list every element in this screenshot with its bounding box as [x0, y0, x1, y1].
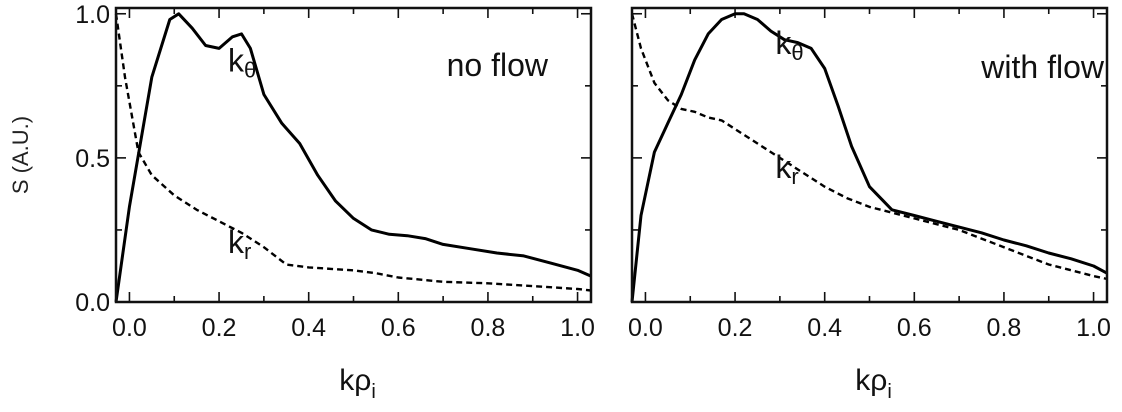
y-tick-label: 1.0	[75, 1, 110, 29]
y-tick-label: 0.0	[75, 289, 110, 317]
annotation-main: k	[228, 224, 245, 260]
plot-frame	[630, 6, 1109, 304]
chart-no-flow: S (A.U.) 0.0 0.2 0.4 0.6 0.8 1.0 0.0 0.5 1.0 no …	[8, 1, 595, 403]
series-lines	[630, 12, 1108, 303]
annotation-kr: kr	[775, 149, 798, 189]
x-axis-label: kρi	[339, 364, 376, 403]
annotation-sub: r	[244, 239, 251, 264]
x-tick-label: 1.0	[1076, 314, 1111, 342]
panel-label-no-flow: no flow	[447, 47, 549, 83]
series-lines	[114, 12, 592, 303]
x-tick-label: 0.2	[718, 314, 753, 342]
x-tick-label: 0.0	[628, 314, 663, 342]
series-line-kr	[630, 13, 1108, 281]
annotation-sub: θ	[244, 57, 256, 82]
series-line-kr	[114, 13, 592, 292]
x-tick-label: 0.8	[987, 314, 1022, 342]
x-tick-label: 0.6	[381, 314, 416, 342]
tick-labels: 0.0 0.2 0.4 0.6 0.8 1.0	[628, 314, 1111, 342]
x-tick-label: 0.6	[897, 314, 932, 342]
plot-frame	[114, 6, 593, 304]
annotation-ktheta: kθ	[775, 25, 803, 65]
x-tick-label: 1.0	[560, 314, 595, 342]
annotation-main: k	[228, 42, 245, 78]
series-line-ktheta	[630, 12, 1108, 303]
x-tick-label: 0.4	[807, 314, 842, 342]
y-tick-label: 0.5	[75, 145, 110, 173]
x-tick-label: 0.2	[202, 314, 237, 342]
x-axis-label-sub: i	[371, 381, 375, 403]
y-axis-label: S (A.U.)	[8, 116, 33, 194]
annotation-sub: r	[791, 164, 798, 189]
panel-label-with-flow: with flow	[980, 49, 1105, 85]
tick-labels: 0.0 0.2 0.4 0.6 0.8 1.0 0.0 0.5 1.0	[75, 1, 595, 342]
annotation-main: k	[775, 149, 792, 185]
x-tick-label: 0.0	[112, 314, 147, 342]
x-tick-label: 0.8	[471, 314, 506, 342]
x-axis-label: kρi	[855, 364, 892, 403]
annotation-ktheta: kθ	[228, 42, 256, 82]
annotation-kr: kr	[228, 224, 251, 264]
x-axis-label-main: kρ	[855, 364, 887, 397]
annotation-sub: θ	[791, 40, 803, 65]
annotation-main: k	[775, 25, 792, 61]
x-axis-label-main: kρ	[339, 364, 371, 397]
series-line-ktheta	[114, 12, 592, 303]
x-axis-label-sub: i	[887, 381, 891, 403]
x-tick-label: 0.4	[291, 314, 326, 342]
